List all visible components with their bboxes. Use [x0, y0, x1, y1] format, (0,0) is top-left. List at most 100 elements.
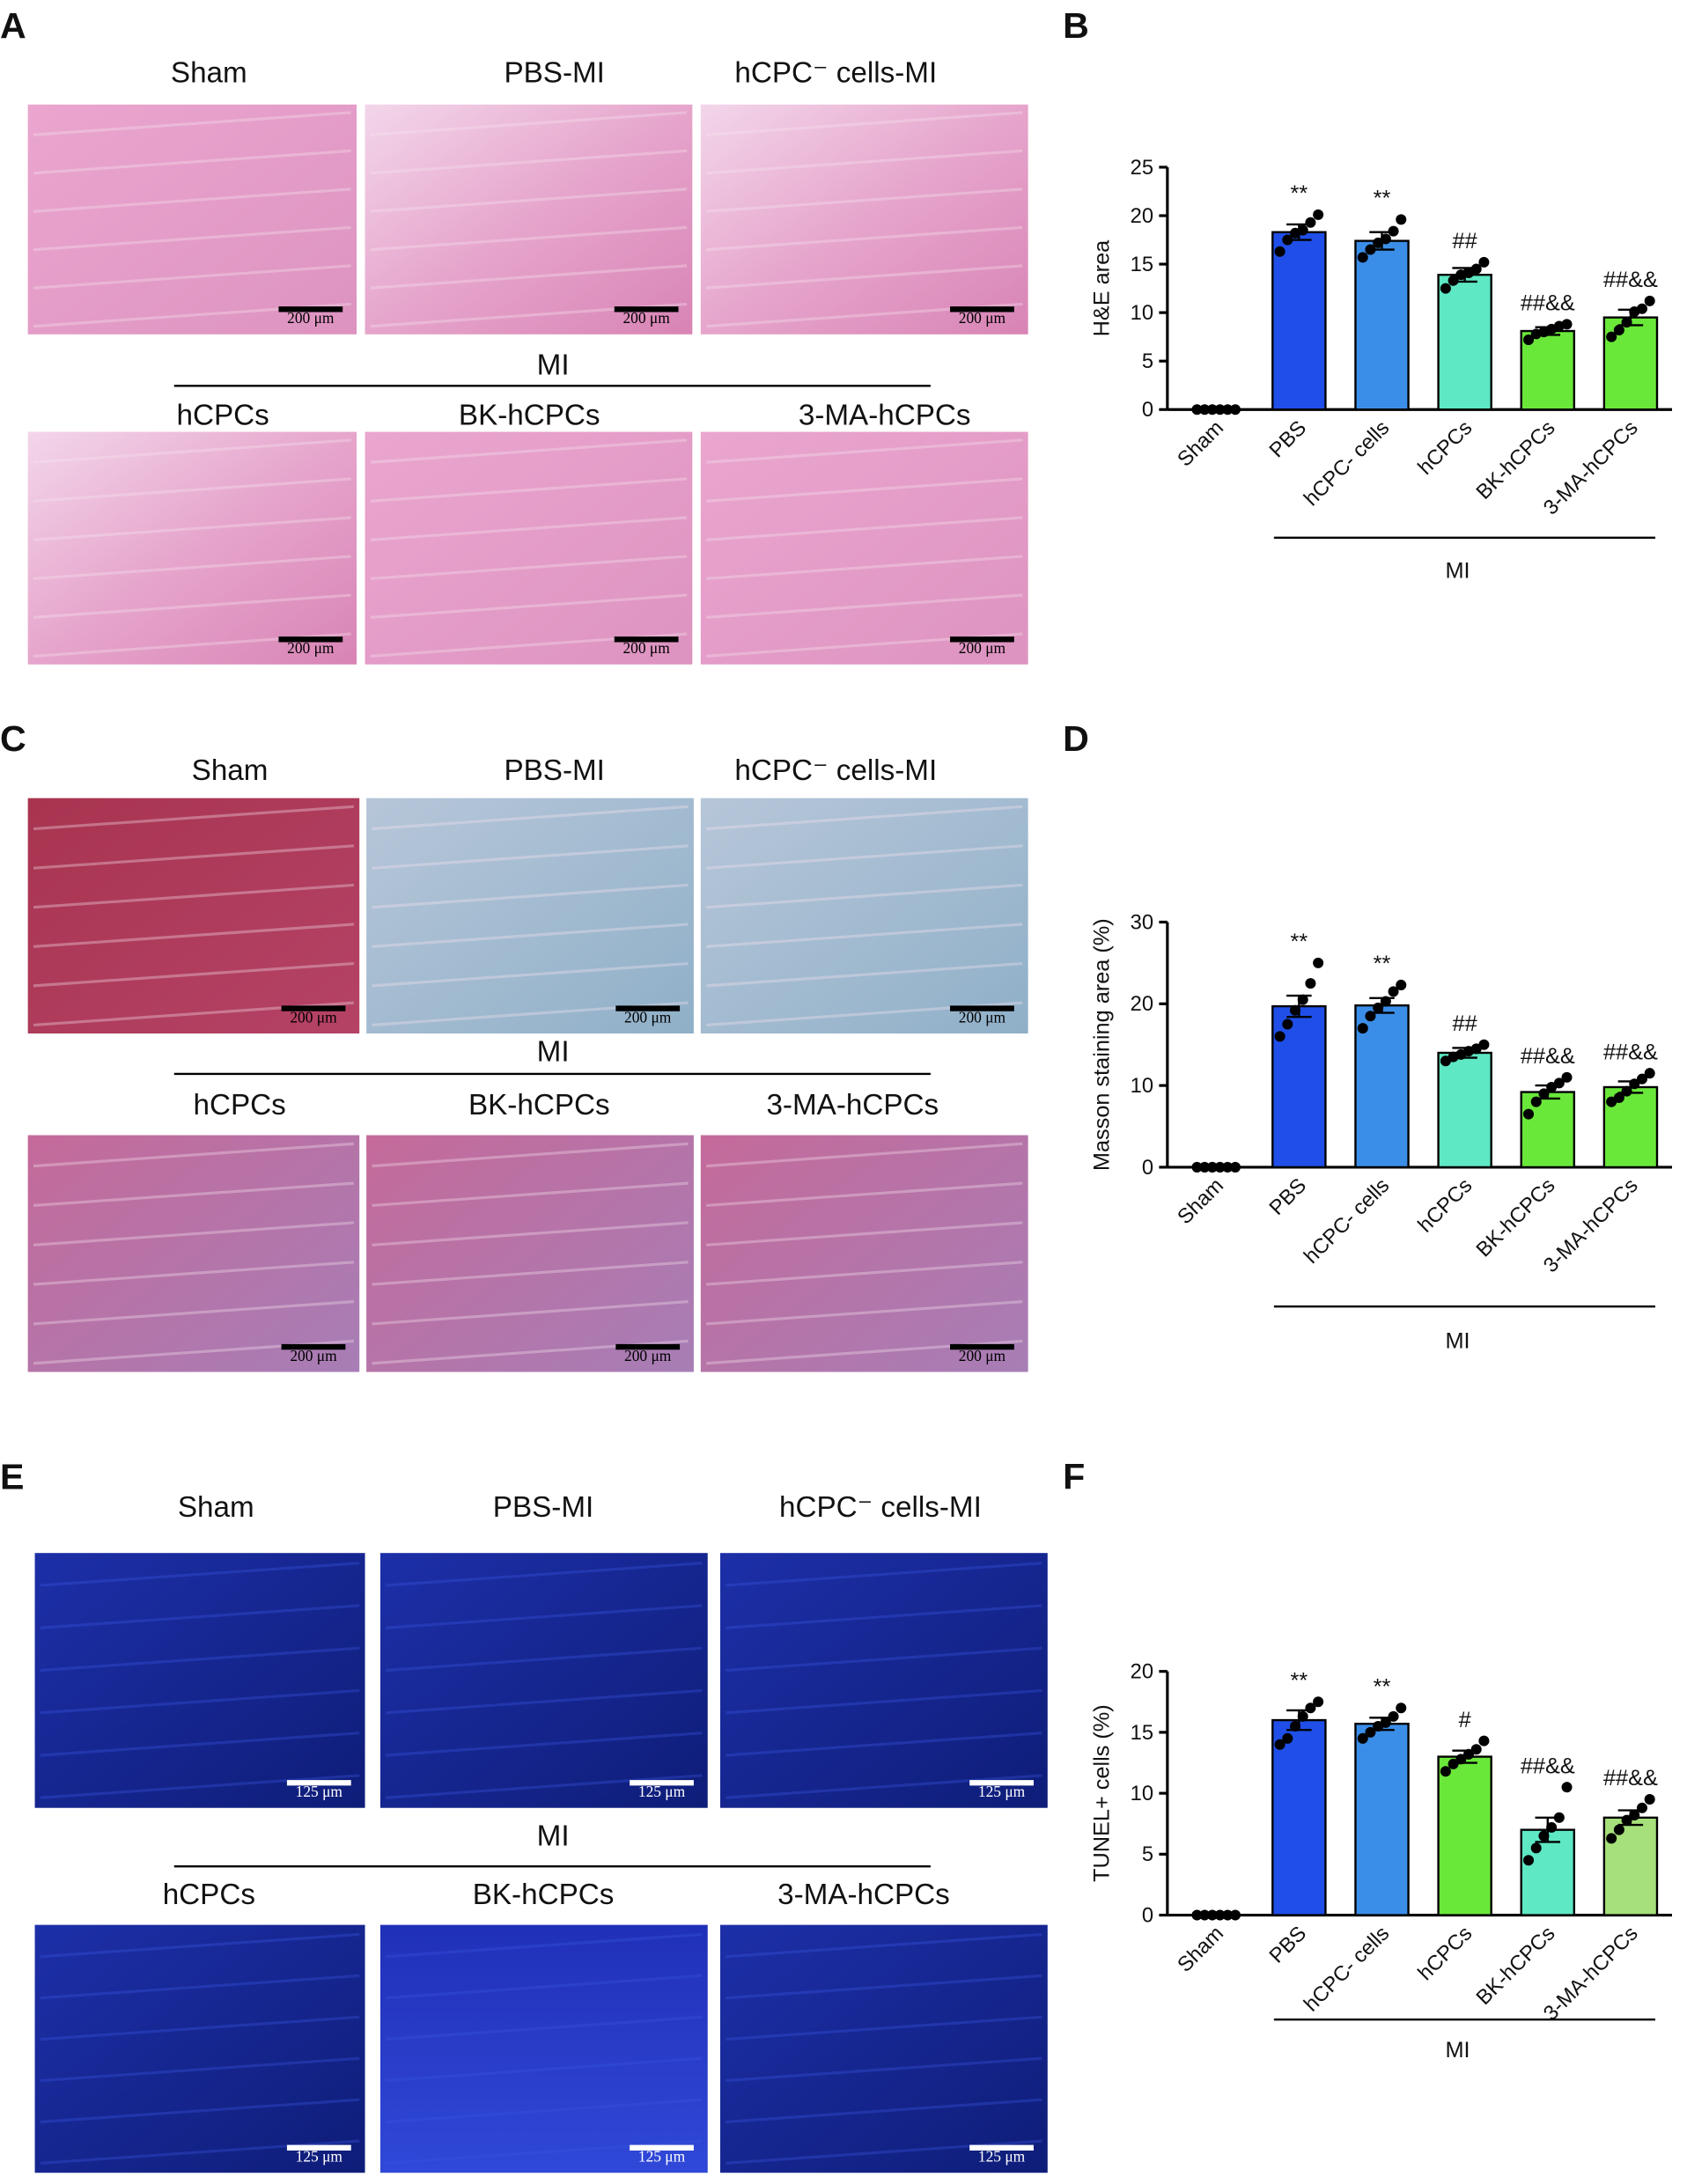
data-point: [1365, 1726, 1376, 1738]
y-tick-label: 15: [1131, 1722, 1153, 1745]
data-point: [1274, 1031, 1286, 1042]
data-point: [1214, 1161, 1226, 1173]
significance: ##: [1453, 1011, 1477, 1036]
bar: [1602, 1816, 1659, 1916]
texture: [706, 1261, 1023, 1286]
y-tick-label: 10: [1131, 1075, 1153, 1098]
condition-label: BK-hCPCs: [473, 1879, 615, 1911]
texture: [706, 555, 1023, 580]
data-point: [1621, 317, 1632, 328]
texture: [33, 477, 351, 503]
group-label: MI: [537, 1036, 570, 1069]
scale-bar-label: 200 μm: [290, 1347, 337, 1364]
data-point: [1297, 224, 1308, 236]
texture: [40, 1646, 360, 1673]
condition-label: BK-hCPCs: [459, 400, 600, 432]
data-point: [1636, 1073, 1647, 1085]
texture: [370, 555, 688, 580]
scale-bar-label: 125 μm: [296, 1783, 343, 1800]
significance: ##: [1453, 229, 1477, 254]
texture: [33, 805, 354, 831]
micrograph: [27, 431, 357, 665]
texture: [40, 1774, 360, 1799]
bar: [1354, 1723, 1410, 1916]
bar: [1437, 1051, 1492, 1169]
texture: [706, 225, 1023, 252]
y-tick-label: 20: [1131, 205, 1153, 228]
data-point: [1470, 263, 1482, 275]
texture: [372, 883, 689, 909]
y-axis-label: Masson staining area (%): [1089, 918, 1114, 1171]
texture: [33, 923, 354, 948]
texture: [706, 477, 1023, 503]
texture: [386, 2056, 703, 2083]
data-point: [1274, 246, 1286, 257]
data-point: [1373, 1002, 1384, 1013]
data-point: [1396, 1702, 1407, 1714]
texture: [706, 149, 1023, 175]
panel-letter: E: [0, 1456, 24, 1496]
texture: [706, 883, 1023, 909]
texture: [372, 1142, 689, 1168]
y-tick-label: 10: [1131, 302, 1153, 325]
texture: [726, 2056, 1042, 2083]
data-point: [1290, 1004, 1301, 1016]
x-tick-label: hCPCs: [1414, 1923, 1477, 1986]
texture: [706, 438, 1023, 464]
texture: [706, 516, 1023, 541]
data-point: [1388, 225, 1399, 237]
texture: [33, 149, 351, 175]
y-axis-label: H&E area: [1089, 239, 1114, 337]
x-tick-label: hCPCs: [1414, 416, 1477, 480]
data-point: [1274, 1739, 1286, 1750]
data-point: [1440, 283, 1451, 294]
data-point: [1462, 1748, 1475, 1760]
texture: [33, 844, 354, 870]
condition-label: 3-MA-hCPCs: [777, 1879, 950, 1911]
texture: [706, 593, 1023, 619]
y-tick-label: 0: [1142, 1157, 1153, 1180]
texture: [372, 923, 689, 948]
significance: **: [1374, 952, 1391, 976]
data-point: [1191, 404, 1203, 415]
texture: [33, 438, 351, 464]
x-tick-label: BK-hCPCs: [1472, 416, 1559, 504]
texture: [40, 1732, 360, 1757]
micrograph: [34, 1924, 365, 2173]
micrograph: [700, 104, 1028, 335]
texture: [370, 225, 688, 252]
data-point: [1636, 303, 1647, 314]
scale-bar-label: 200 μm: [624, 1347, 672, 1364]
group-label: MI: [1445, 2038, 1470, 2063]
data-point: [1365, 1011, 1376, 1022]
panel-letter: D: [1063, 718, 1089, 759]
texture: [40, 2139, 360, 2166]
data-point: [1214, 1909, 1226, 1921]
y-tick-label: 0: [1142, 1904, 1153, 1927]
condition-label: Sham: [192, 754, 269, 787]
scale-bar-label: 200 μm: [287, 639, 335, 657]
texture: [33, 1221, 354, 1246]
y-tick-label: 10: [1131, 1783, 1153, 1805]
scale-bar-label: 125 μm: [296, 2148, 343, 2166]
significance: **: [1291, 181, 1308, 206]
scale-bar-label: 200 μm: [959, 309, 1006, 327]
texture: [370, 264, 688, 290]
data-point: [1629, 1810, 1640, 1821]
bar: [1271, 1004, 1327, 1169]
significance: **: [1374, 1674, 1391, 1699]
data-point: [1621, 1814, 1632, 1826]
texture: [370, 188, 688, 213]
data-point: [1530, 1842, 1542, 1854]
texture: [372, 961, 689, 988]
condition-label: BK-hCPCs: [468, 1089, 610, 1121]
data-point: [1613, 1092, 1624, 1104]
panel-letter: A: [0, 5, 26, 46]
texture: [726, 2139, 1042, 2166]
y-tick-label: 15: [1131, 254, 1153, 276]
texture: [726, 1932, 1042, 1959]
data-point: [1305, 978, 1316, 989]
bar: [1271, 231, 1327, 411]
micrograph: [27, 104, 357, 335]
texture: [33, 883, 354, 909]
